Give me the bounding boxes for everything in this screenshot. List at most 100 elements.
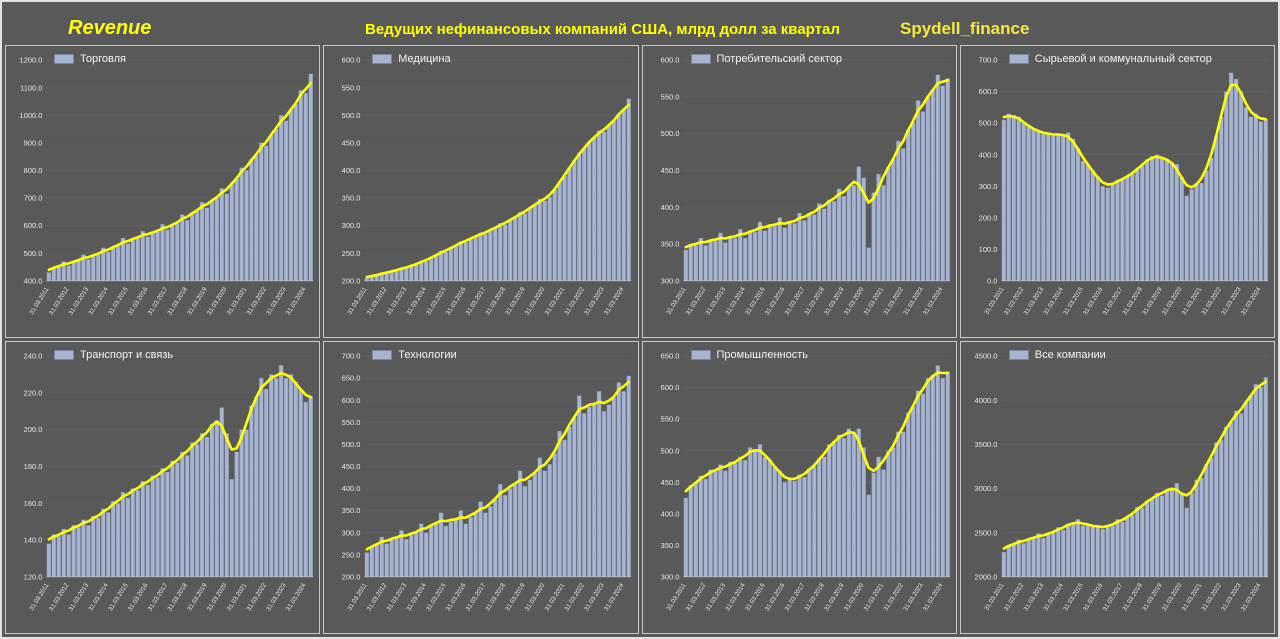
svg-text:3500.0: 3500.0	[974, 440, 997, 449]
svg-text:600.0: 600.0	[342, 396, 361, 405]
legend: Все компании	[1008, 349, 1106, 361]
svg-text:300.0: 300.0	[660, 276, 679, 285]
svg-text:500.0: 500.0	[24, 249, 43, 258]
svg-text:31.03.2024: 31.03.2024	[921, 286, 944, 317]
svg-text:700.0: 700.0	[24, 194, 43, 203]
chart-subtitle: Ведущих нефинансовых компаний США, млрд …	[365, 21, 840, 38]
svg-text:2000.0: 2000.0	[974, 572, 997, 581]
svg-text:300.0: 300.0	[978, 182, 997, 191]
chart-panel-consumer: Потребительский сектор 300.0 350.0 400.0 45…	[641, 45, 957, 338]
svg-text:300.0: 300.0	[660, 572, 679, 581]
legend: Промышленность	[690, 349, 809, 361]
svg-text:2500.0: 2500.0	[974, 528, 997, 537]
chart-panel-transport-comm: Транспорт и связь 120.0 140.0 160.0 180.0 20…	[5, 341, 321, 634]
chart-plot: 300.0 350.0 400.0 450.0 500.0 550.0 600.0 650.0…	[660, 352, 950, 613]
legend-swatch	[372, 54, 393, 64]
svg-text:450.0: 450.0	[660, 166, 679, 175]
legend-label: Медицина	[398, 53, 451, 65]
svg-text:180.0: 180.0	[24, 462, 43, 471]
watermark: Spydell_finance	[900, 19, 1030, 38]
svg-text:400.0: 400.0	[660, 203, 679, 212]
svg-text:31.03.2024: 31.03.2024	[1240, 286, 1263, 317]
svg-text:350.0: 350.0	[342, 506, 361, 515]
svg-text:650.0: 650.0	[342, 374, 361, 383]
page-title: Revenue	[68, 17, 152, 39]
legend-label: Сырьевой и коммунальный сектор	[1034, 53, 1212, 65]
chart-panel-materials-utilities: Сырьевой и коммунальный сектор 0.0 100.0 2…	[959, 45, 1275, 338]
legend-label: Все компании	[1034, 349, 1106, 361]
svg-text:3000.0: 3000.0	[974, 484, 997, 493]
svg-text:0.0: 0.0	[987, 276, 997, 285]
svg-text:350.0: 350.0	[660, 541, 679, 550]
svg-text:700.0: 700.0	[978, 56, 997, 65]
svg-text:400.0: 400.0	[342, 166, 361, 175]
svg-text:160.0: 160.0	[24, 499, 43, 508]
legend-label: Потребительский сектор	[716, 53, 843, 65]
chart-plot: 0.0 100.0 200.0 300.0 400.0 500.0 600.0 700.0 31…	[978, 56, 1268, 317]
svg-text:140.0: 140.0	[24, 536, 43, 545]
svg-text:350.0: 350.0	[342, 194, 361, 203]
svg-text:600.0: 600.0	[978, 87, 997, 96]
svg-text:400.0: 400.0	[660, 509, 679, 518]
svg-text:800.0: 800.0	[24, 166, 43, 175]
chart-panel-technology: Технологии 200.0 250.0 300.0 350.0 400.0 450.…	[323, 341, 639, 634]
svg-text:500.0: 500.0	[660, 129, 679, 138]
svg-text:31.03.2024: 31.03.2024	[603, 582, 626, 613]
legend: Сырьевой и коммунальный сектор	[1008, 53, 1212, 65]
svg-text:500.0: 500.0	[660, 446, 679, 455]
svg-text:4500.0: 4500.0	[974, 352, 997, 361]
legend-label: Технологии	[398, 349, 457, 361]
svg-text:450.0: 450.0	[342, 138, 361, 147]
svg-text:250.0: 250.0	[342, 550, 361, 559]
svg-text:31.03.2024: 31.03.2024	[921, 582, 944, 613]
svg-text:31.03.2024: 31.03.2024	[603, 286, 626, 317]
svg-text:500.0: 500.0	[342, 111, 361, 120]
chart-panel-industry: Промышленность 300.0 350.0 400.0 450.0 500.0…	[641, 341, 957, 634]
svg-text:400.0: 400.0	[342, 484, 361, 493]
svg-text:31.03.2024: 31.03.2024	[285, 582, 308, 613]
svg-text:400.0: 400.0	[978, 150, 997, 159]
svg-text:1100.0: 1100.0	[20, 83, 42, 92]
svg-text:250.0: 250.0	[342, 249, 361, 258]
legend-swatch	[1008, 54, 1029, 64]
svg-text:600.0: 600.0	[342, 56, 361, 65]
legend-swatch	[54, 350, 74, 360]
legend-label: Транспорт и связь	[80, 349, 174, 361]
svg-text:700.0: 700.0	[342, 352, 361, 361]
legend-swatch	[372, 350, 393, 360]
legend-swatch	[1008, 350, 1029, 360]
svg-text:300.0: 300.0	[342, 528, 361, 537]
legend-swatch	[690, 54, 711, 64]
chart-plot: 200.0 250.0 300.0 350.0 400.0 450.0 500.0 550.0…	[342, 56, 632, 317]
svg-text:200.0: 200.0	[24, 425, 43, 434]
svg-text:500.0: 500.0	[978, 119, 997, 128]
svg-text:100.0: 100.0	[978, 245, 997, 254]
header: Revenue Ведущих нефинансовых компаний СШ…	[2, 2, 1278, 42]
chart-plot: 200.0 250.0 300.0 350.0 400.0 450.0 500.0 550.0…	[342, 352, 632, 613]
svg-text:200.0: 200.0	[978, 213, 997, 222]
svg-text:300.0: 300.0	[342, 221, 361, 230]
svg-text:450.0: 450.0	[660, 478, 679, 487]
legend-swatch	[54, 54, 74, 64]
chart-plot: 400.0 500.0 600.0 700.0 800.0 900.0 1000.0 1100…	[20, 56, 314, 316]
svg-text:550.0: 550.0	[660, 415, 679, 424]
svg-text:120.0: 120.0	[24, 572, 43, 581]
svg-text:600.0: 600.0	[660, 383, 679, 392]
legend-swatch	[690, 350, 711, 360]
svg-text:550.0: 550.0	[342, 418, 361, 427]
svg-text:240.0: 240.0	[24, 352, 43, 361]
svg-text:600.0: 600.0	[24, 221, 43, 230]
svg-text:200.0: 200.0	[342, 572, 361, 581]
svg-text:31.03.2024: 31.03.2024	[1240, 582, 1263, 613]
svg-text:1200.0: 1200.0	[20, 56, 43, 65]
svg-text:400.0: 400.0	[24, 276, 43, 285]
legend-label: Торговля	[80, 53, 126, 65]
svg-text:550.0: 550.0	[342, 83, 361, 92]
chart-plot: 300.0 350.0 400.0 450.0 500.0 550.0 600.0 31.03…	[660, 56, 950, 317]
svg-text:220.0: 220.0	[24, 388, 43, 397]
legend-label: Промышленность	[716, 349, 809, 361]
svg-text:550.0: 550.0	[660, 92, 679, 101]
svg-text:500.0: 500.0	[342, 440, 361, 449]
svg-text:350.0: 350.0	[660, 240, 679, 249]
